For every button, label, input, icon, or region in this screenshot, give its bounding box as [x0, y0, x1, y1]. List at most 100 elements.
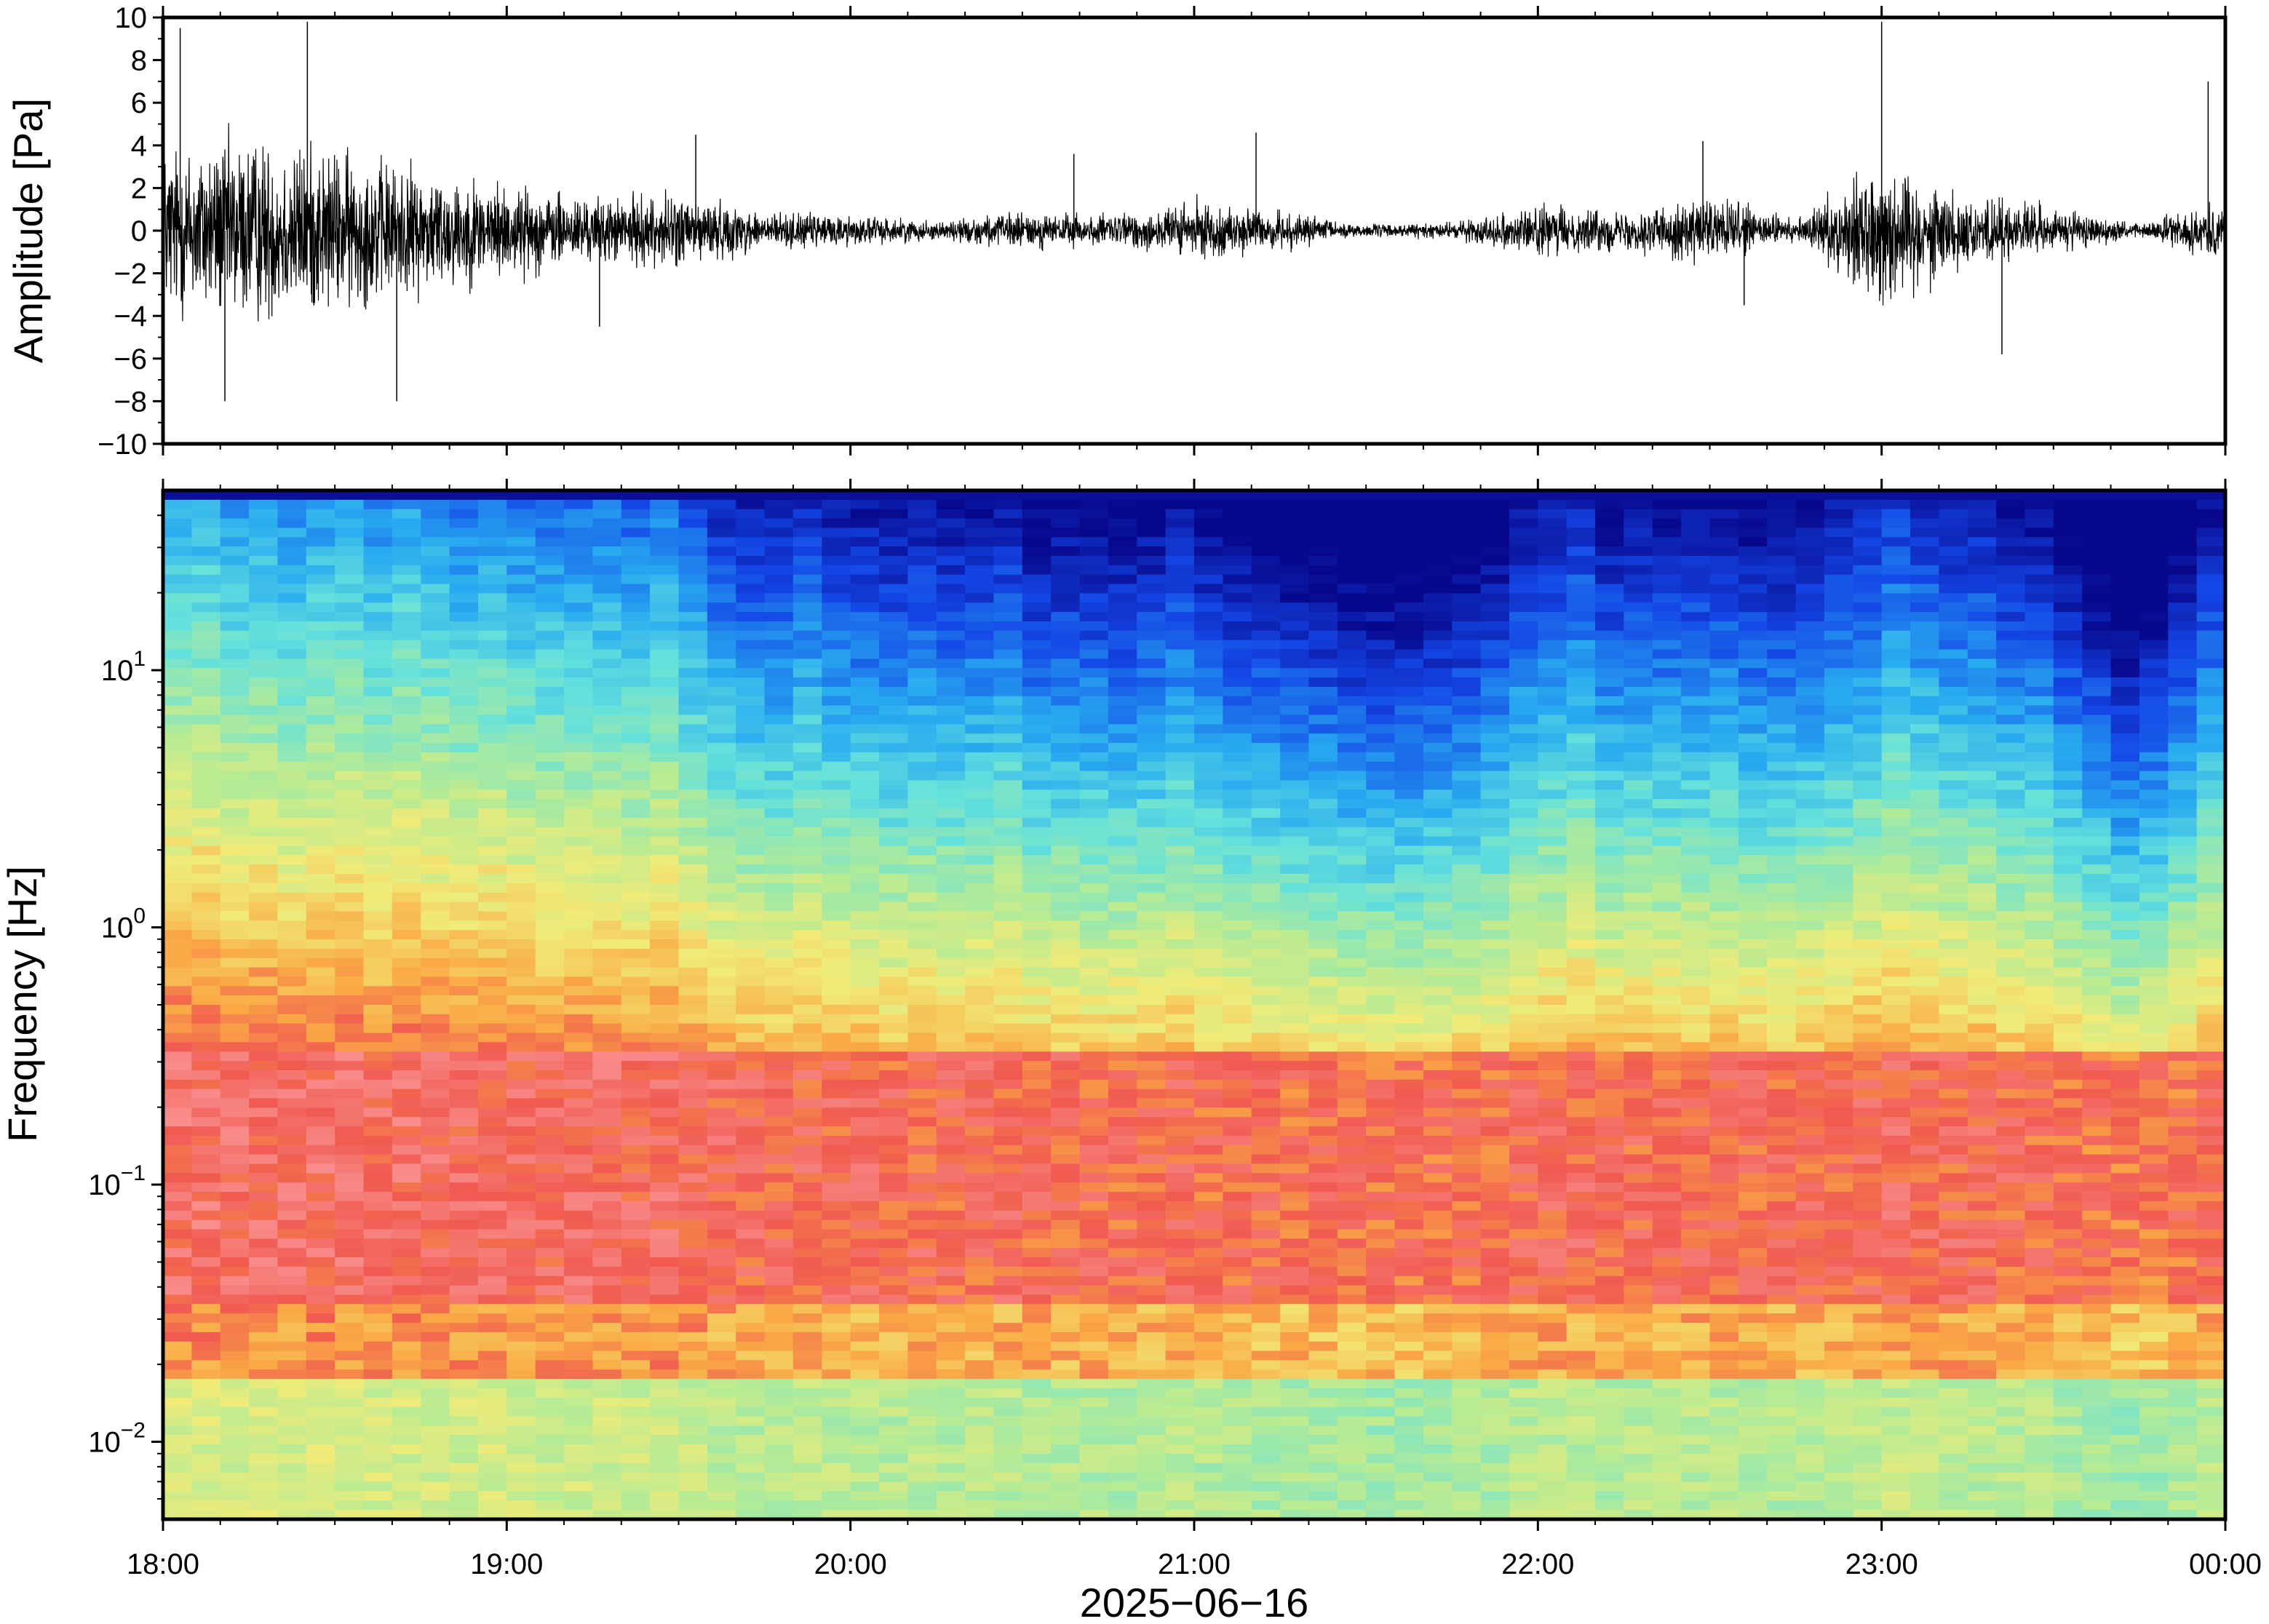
spectrogram-cell — [1165, 593, 1195, 604]
spectrogram-cell — [1165, 668, 1195, 678]
spectrogram-cell — [306, 752, 335, 763]
spectrogram-cell — [850, 1294, 880, 1305]
spectrogram-cell — [249, 705, 279, 716]
spectrogram-cell — [1337, 1257, 1367, 1267]
spectrogram-cell — [1022, 1023, 1052, 1034]
spectrogram-cell — [449, 874, 479, 884]
spectrogram-cell — [736, 1210, 766, 1221]
spectrogram-cell — [1366, 874, 1396, 884]
spectrogram-cell — [592, 565, 622, 576]
spectrogram-cell — [1366, 883, 1396, 893]
spectrogram-cell — [421, 1444, 450, 1454]
spectrogram-cell — [277, 537, 307, 547]
spectrogram-cell — [764, 789, 794, 800]
spectrogram-cell — [1394, 1005, 1424, 1015]
spectrogram-cell — [907, 1107, 937, 1118]
spectrogram-cell — [621, 808, 651, 819]
spectrogram-cell — [363, 1304, 393, 1314]
spectrogram-cell — [449, 1088, 479, 1099]
spectrogram-cell — [335, 789, 365, 800]
spectrogram-cell — [363, 874, 393, 884]
spectrogram-cell — [249, 752, 279, 763]
spectrogram-cell — [678, 939, 708, 950]
spectrogram-cell — [335, 1098, 365, 1109]
spectrogram-cell — [621, 1117, 651, 1127]
spectrogram-cell — [306, 1360, 335, 1371]
spectrogram-cell — [822, 658, 851, 669]
spectrogram-cell — [1394, 1388, 1424, 1398]
spectrogram-cell — [1137, 771, 1167, 781]
spectrogram-cell — [1137, 930, 1167, 940]
spectrogram-cell — [965, 1332, 995, 1342]
spectrogram-cell — [478, 1201, 508, 1211]
spectrogram-cell — [1308, 1201, 1338, 1211]
spectrogram-cell — [1194, 771, 1224, 781]
spectrogram-cell — [1223, 817, 1252, 828]
spectrogram-cell — [220, 1266, 250, 1277]
spectrogram-cell — [621, 864, 651, 875]
spectrogram-cell — [535, 780, 565, 791]
spectrogram-cell — [1108, 1032, 1138, 1043]
spectrogram-cell — [564, 874, 594, 884]
spectrogram-cell — [850, 948, 880, 959]
spectrogram-cell — [335, 724, 365, 735]
spectrogram-cell — [1308, 1435, 1338, 1445]
spectrogram-cell — [1051, 574, 1081, 585]
spectrogram-cell — [478, 705, 508, 716]
spectrogram-cell — [1280, 733, 1310, 744]
spectrogram-cell — [707, 743, 737, 753]
spectrogram-cell — [392, 621, 422, 632]
spectrogram-cell — [621, 668, 651, 678]
spectrogram-cell — [822, 1510, 851, 1519]
spectrogram-cell — [792, 976, 823, 987]
spectrogram-cell — [535, 1369, 565, 1380]
spectrogram-cell — [965, 621, 995, 632]
spectrogram-cell — [277, 948, 307, 959]
spectrogram-cell — [850, 789, 880, 800]
spectrogram-cell — [907, 1491, 937, 1502]
spectrogram-cell — [592, 789, 622, 800]
spectrogram-cell — [850, 827, 880, 837]
spectrogram-cell — [1337, 1042, 1367, 1053]
spectrogram-cell — [907, 1481, 937, 1492]
spectrogram-cell — [363, 1098, 393, 1109]
spectrogram-cell — [1194, 593, 1224, 604]
spectrogram-cell — [363, 1182, 393, 1193]
spectrogram-cell — [1251, 640, 1281, 650]
spectrogram-cell — [822, 864, 851, 875]
spectrogram-cell — [249, 930, 279, 940]
spectrogram-cell — [1251, 556, 1281, 566]
spectrogram-cell — [592, 1416, 622, 1427]
spectrogram-cell — [764, 593, 794, 604]
spectrogram-cell — [936, 930, 966, 940]
spectrogram-cell — [736, 724, 766, 735]
spectrogram-cell — [191, 649, 221, 660]
spectrogram-cell — [392, 528, 422, 538]
spectrogram-cell — [478, 864, 508, 875]
spectrogram-cell — [936, 1388, 966, 1398]
spectrogram-cell — [1194, 864, 1224, 875]
spectrogram-cell — [249, 612, 279, 622]
spectrogram-cell — [191, 930, 221, 940]
spectrogram-cell — [650, 789, 680, 800]
spectrogram-cell — [191, 490, 221, 501]
spectrogram-cell — [1137, 1070, 1167, 1080]
spectrogram-cell — [564, 743, 594, 753]
spectrogram-cell — [879, 874, 909, 884]
spectrogram-cell — [822, 649, 851, 660]
spectrogram-cell — [220, 976, 250, 987]
spectrogram-cell — [1108, 1379, 1138, 1389]
spectrogram-cell — [1251, 1117, 1281, 1127]
spectrogram-cell — [1223, 827, 1252, 837]
spectrogram-cell — [1280, 546, 1310, 557]
spectrogram-cell — [1137, 528, 1167, 538]
spectrogram-cell — [650, 1369, 680, 1380]
spectrogram-cell — [277, 1136, 307, 1146]
spectrogram-cell — [1223, 752, 1252, 763]
spectrogram-cell — [1137, 1341, 1167, 1352]
spectrogram-cell — [592, 1341, 622, 1352]
spectrogram-cell — [421, 864, 450, 875]
spectrogram-cell — [1223, 1163, 1252, 1174]
spectrogram-cell — [1108, 1192, 1138, 1202]
spectrogram-cell — [506, 948, 536, 959]
